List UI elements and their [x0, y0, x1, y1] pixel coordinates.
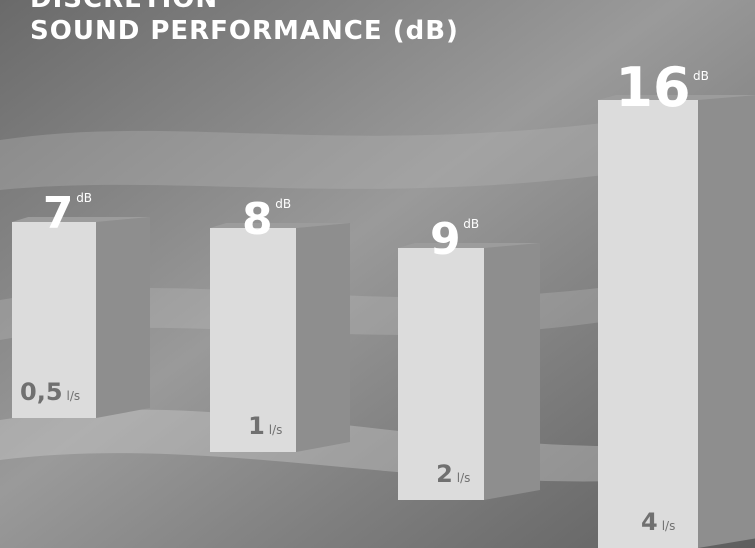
bar — [398, 248, 484, 500]
chart-title-line-1: DISCRETION — [30, 0, 218, 14]
bar-value-unit: dB — [693, 69, 709, 83]
bar-value-label: 9 — [430, 214, 461, 265]
bar-top — [210, 223, 350, 228]
category-label: 2 — [436, 460, 453, 488]
chart-title: SOUND PERFORMANCE (dB) — [30, 16, 459, 46]
bar-top — [398, 243, 540, 248]
bar-top — [12, 217, 150, 222]
bar — [210, 228, 296, 452]
category-label: 1 — [248, 412, 265, 440]
category-label: 4 — [641, 508, 658, 536]
category-unit: l/s — [457, 471, 471, 485]
bar-value-label: 8 — [242, 194, 273, 245]
bar-value-label: 7 — [43, 188, 74, 239]
bar-side — [698, 95, 755, 548]
category-label: 0,5 — [20, 378, 63, 406]
bar-top — [598, 95, 755, 100]
category-unit: l/s — [269, 423, 283, 437]
bar — [598, 100, 698, 548]
bar-value-label: 16 — [615, 56, 690, 119]
category-unit: l/s — [67, 389, 81, 403]
bar-side — [484, 243, 540, 500]
bar-value-unit: dB — [463, 217, 479, 231]
bar-value-unit: dB — [275, 197, 291, 211]
bar-side — [296, 223, 350, 452]
category-unit: l/s — [662, 519, 676, 533]
bar — [12, 222, 96, 418]
bar-side — [96, 217, 150, 418]
bar-value-unit: dB — [76, 191, 92, 205]
